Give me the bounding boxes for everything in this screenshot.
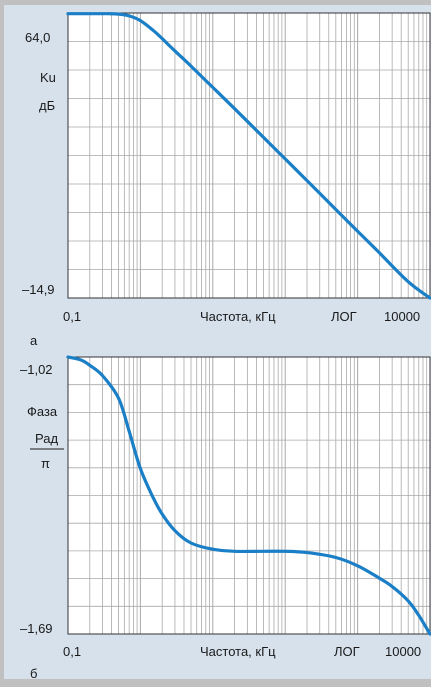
panel-a-series [66,12,431,300]
panel-a-ytick-bottom: –14,9 [22,282,55,297]
panel-b-ytick-bottom: –1,69 [20,621,53,636]
panel-a-frame [67,12,431,299]
panel-b-xtick-left: 0,1 [63,644,81,659]
panel-a-letter: а [30,333,38,348]
panel-b-frame [67,356,431,635]
panel-b-series [66,355,431,636]
top-strip [0,0,431,5]
panel-a-ylabel-line-1: Ku [40,70,56,85]
panel-a-xlabel: Частота, кГц [200,309,276,324]
series-line-0 [66,12,431,300]
left-strip [0,0,4,687]
panel-b-xlabel: Частота, кГц [200,644,276,659]
panel-b-xtick-right: 10000 [385,644,421,659]
panel-b-grid [67,357,430,634]
bottom-strip [0,679,431,687]
panel-b-ytick-top: –1,02 [20,362,53,377]
panel-a-xtick-right: 10000 [384,309,420,324]
panel-b-letter: б [30,666,37,681]
panel-b-ylabel-line-3: π [41,456,50,471]
panel-a-ytick-top: 64,0 [25,30,50,45]
panel-a: 64,0 Ku дБ –14,9 0,1 Частота, кГц ЛОГ 10… [22,12,431,348]
panel-b-scale-label: ЛОГ [334,644,360,659]
panel-a-scale-label: ЛОГ [331,309,357,324]
panel-a-grid [67,13,430,298]
panel-b-ylabel-line-2: Рад [35,431,58,446]
panel-b-ylabel-line-1: Фаза [27,404,58,419]
panel-b: –1,02 Фаза Рад π –1,69 0,1 Частота, кГц … [20,355,431,681]
panel-a-xtick-left: 0,1 [63,309,81,324]
panel-a-ylabel-line-2: дБ [39,98,55,113]
